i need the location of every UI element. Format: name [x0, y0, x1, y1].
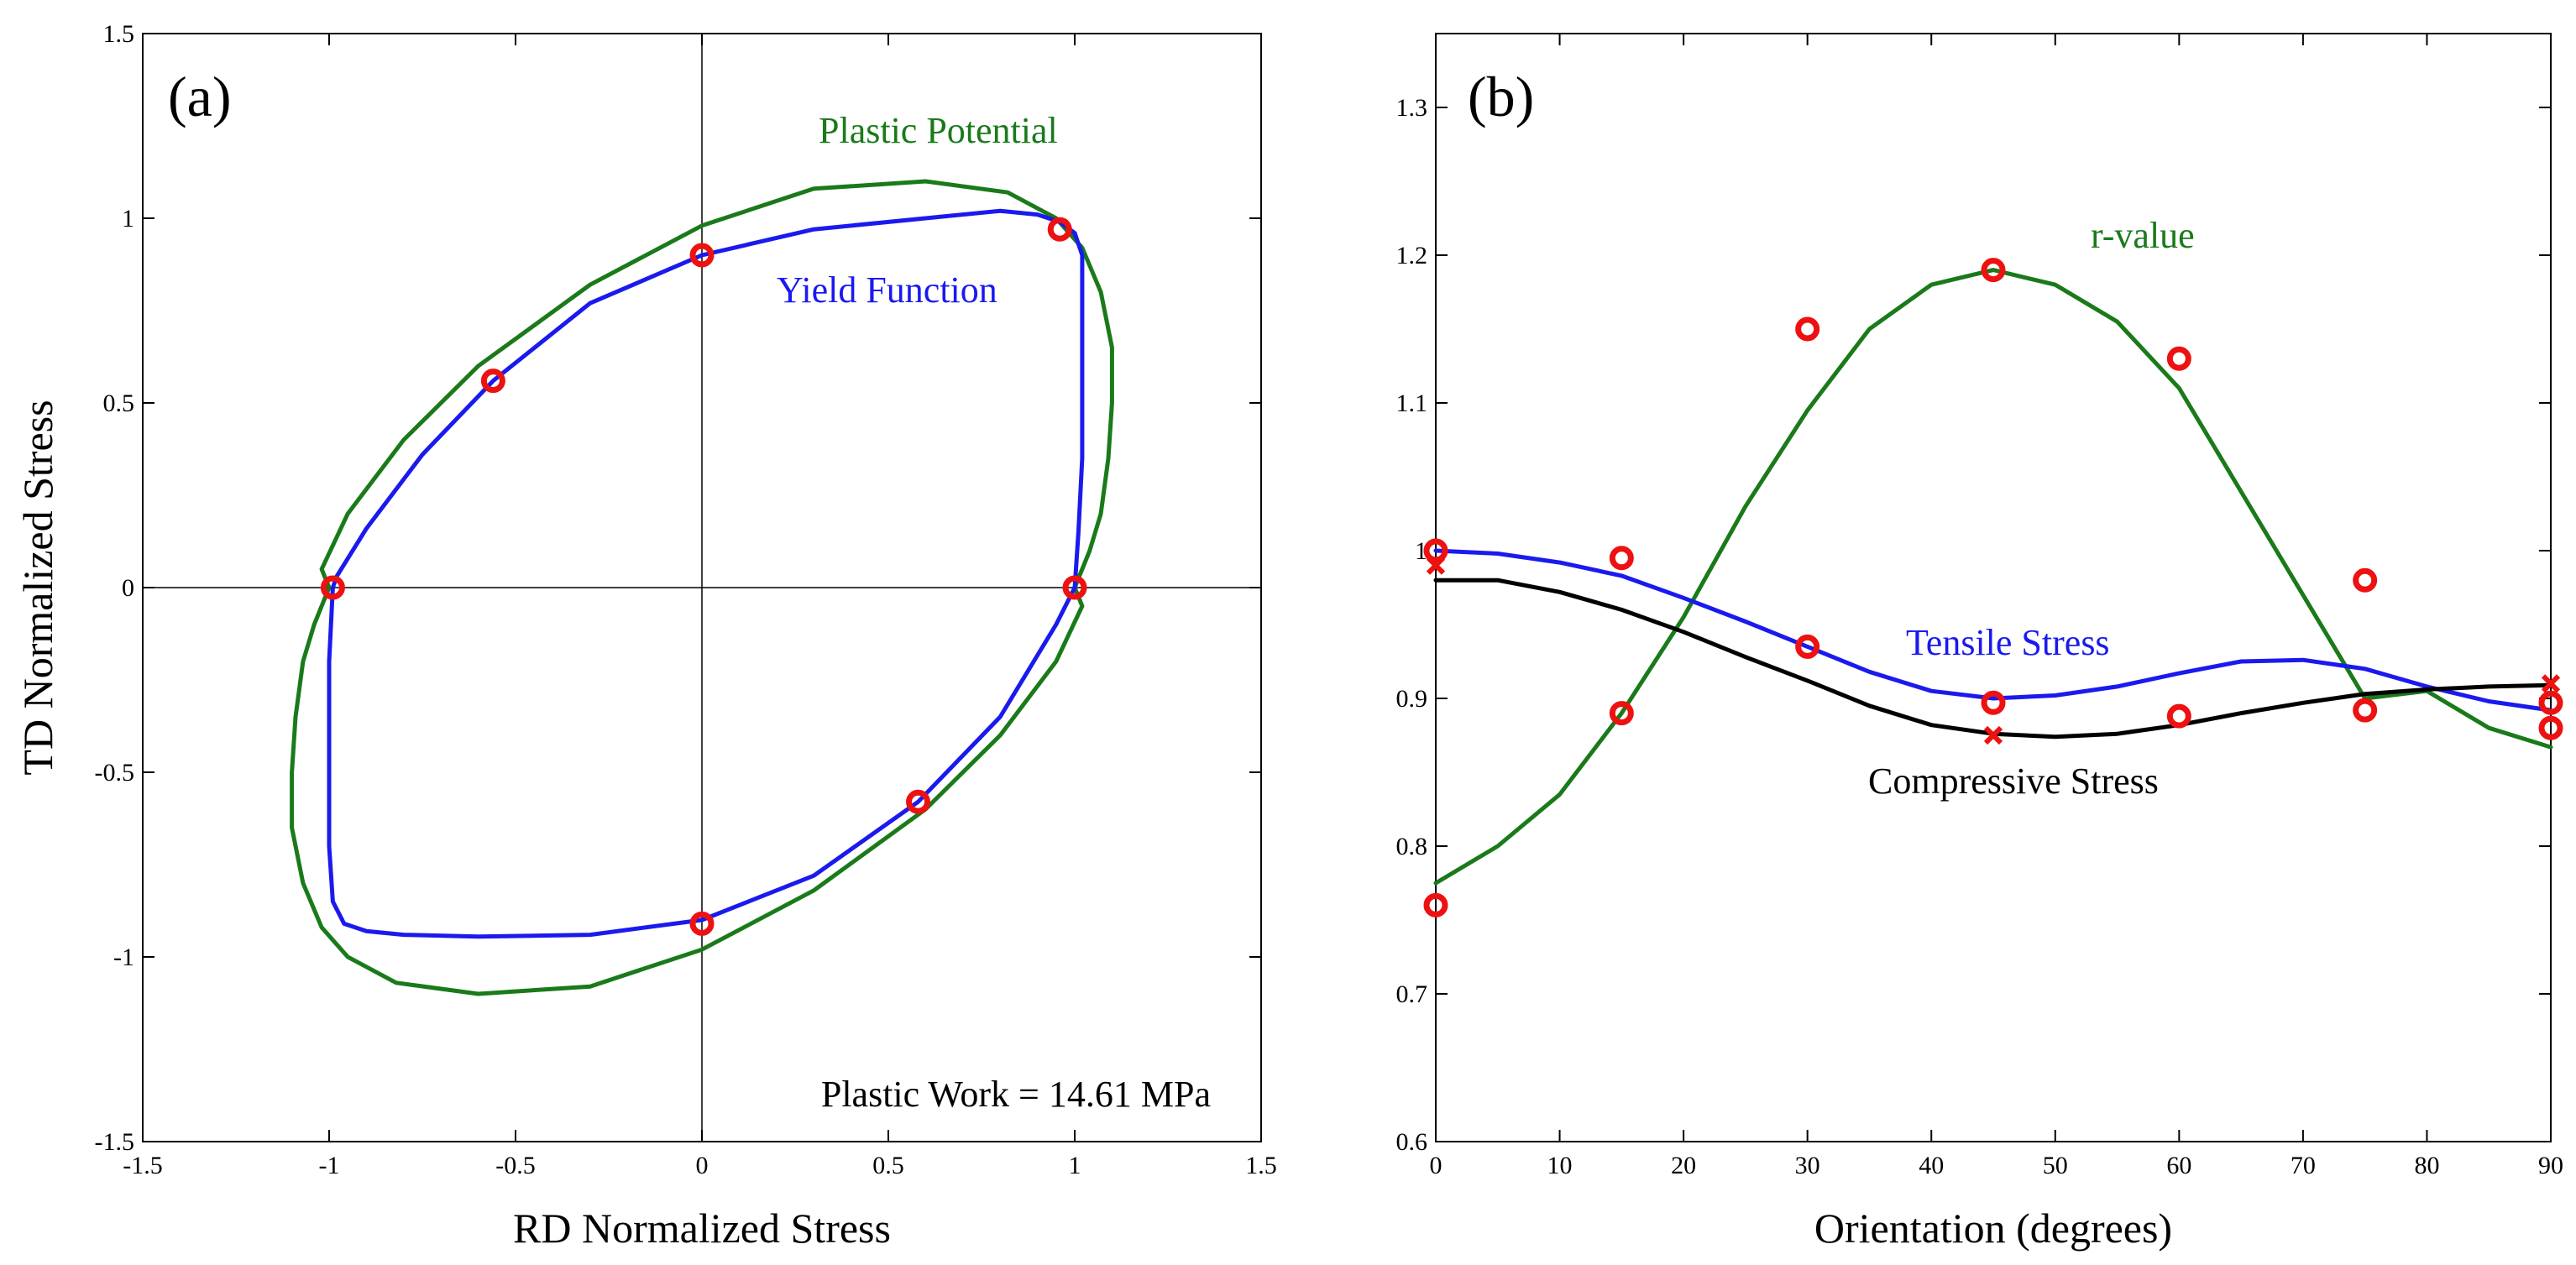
plastic-potential-label: Plastic Potential	[819, 110, 1058, 151]
data-point-circle	[1609, 701, 1634, 726]
y-tick-label: 1.2	[1396, 242, 1428, 269]
panel-a-ticks: -1.5 -1 -0.5 0 0.5 1 1.5 -1.5 -1 -0.5 0 0.5 1 1.5	[95, 20, 1277, 1179]
y-tick-label: 0.5	[103, 389, 135, 417]
series-line-yield-function	[327, 208, 1085, 939]
panel-a-ylabel: TD Normalized Stress	[14, 400, 61, 775]
x-tick-label: 10	[1547, 1152, 1573, 1179]
data-point-circle	[2166, 703, 2191, 729]
tensile-stress-label: Tensile Stress	[1906, 622, 2110, 663]
y-tick-label: 0.7	[1396, 980, 1428, 1008]
data-point-cross	[1426, 556, 1446, 575]
r-value-label: r-value	[2091, 215, 2195, 256]
panel-a-xlabel: RD Normalized Stress	[513, 1205, 891, 1252]
data-point-circle	[689, 243, 715, 268]
data-point-circle	[1981, 690, 2006, 715]
y-tick-label: -0.5	[95, 759, 135, 787]
x-tick-label: 0	[696, 1152, 709, 1179]
data-point-circle	[906, 789, 931, 814]
data-point-circle	[1981, 258, 2006, 283]
data-point-circle	[480, 369, 505, 394]
y-tick-label: -1.5	[95, 1128, 135, 1156]
series-line-plastic-potential	[290, 179, 1114, 996]
y-tick-label: 1.3	[1396, 94, 1428, 122]
x-tick-label: 60	[2166, 1152, 2191, 1179]
series-line-tensile-stress	[1433, 548, 2553, 713]
x-tick-label: -0.5	[495, 1152, 536, 1179]
data-point-circle	[1423, 892, 1448, 917]
x-tick-label: 20	[1671, 1152, 1696, 1179]
panel-b-xlabel: Orientation (degrees)	[1814, 1205, 2172, 1252]
data-point-circle	[2166, 346, 2191, 371]
y-tick-label: 0.9	[1396, 685, 1428, 713]
data-point-circle	[2353, 567, 2378, 593]
panel-a-zero-lines	[143, 34, 1261, 1142]
x-tick-label: 40	[1919, 1152, 1944, 1179]
panel-b-frame	[1435, 33, 2552, 1142]
y-tick-label: 0	[122, 574, 134, 602]
data-point-cross	[2541, 674, 2561, 693]
panel-b-markers	[1423, 258, 2563, 917]
x-tick-label: -1	[319, 1152, 340, 1179]
panel-a-chart: -1.5 -1 -0.5 0 0.5 1 1.5 -1.5 -1 -0.5 0 0.5 1 1.5 (a)…	[14, 20, 1277, 1252]
x-tick-label: 70	[2291, 1152, 2316, 1179]
plastic-work-annotation: Plastic Work = 14.61 MPa	[821, 1074, 1211, 1115]
x-tick-label: 50	[2043, 1152, 2068, 1179]
x-tick-label: 80	[2414, 1152, 2439, 1179]
y-tick-label: 1	[122, 205, 134, 233]
x-tick-label: 0	[1430, 1152, 1442, 1179]
y-tick-label: 1.1	[1396, 389, 1428, 417]
data-point-circle	[1609, 546, 1634, 571]
data-point-circle	[1062, 575, 1087, 600]
x-tick-label: 90	[2538, 1152, 2563, 1179]
yield-function-label: Yield Function	[777, 269, 997, 311]
data-point-cross	[1983, 725, 2003, 745]
x-tick-label: 0.5	[872, 1152, 904, 1179]
x-tick-label: -1.5	[123, 1152, 163, 1179]
y-tick-label: 0.6	[1396, 1128, 1428, 1156]
data-point-circle	[2538, 715, 2563, 740]
x-tick-label: 30	[1795, 1152, 1820, 1179]
data-point-circle	[1423, 538, 1448, 563]
data-point-circle	[1795, 316, 1820, 342]
data-point-circle	[1795, 634, 1820, 659]
data-point-circle	[689, 911, 715, 936]
y-tick-label: 1	[1415, 537, 1427, 565]
y-tick-label: 0.8	[1396, 833, 1428, 860]
panel-a-markers	[320, 217, 1087, 936]
data-point-circle	[320, 575, 345, 600]
panel-b-label: (b)	[1468, 65, 1534, 128]
y-tick-label: 1.5	[103, 20, 135, 48]
panel-b-chart: 0 10 20 30 40 50 60 70 80 90 0.6 0.7 0.8 0.9 1 1.1 1.2 1.…	[1396, 33, 2563, 1252]
x-tick-label: 1	[1069, 1152, 1081, 1179]
data-point-circle	[1047, 217, 1072, 242]
compressive-stress-label: Compressive Stress	[1868, 761, 2159, 802]
panel-a-series	[290, 179, 1114, 996]
panel-b-ticks: 0 10 20 30 40 50 60 70 80 90 0.6 0.7 0.8 0.9 1 1.1 1.2 1.…	[1396, 34, 2563, 1179]
data-point-circle	[2353, 698, 2378, 723]
y-tick-label: -1	[113, 944, 134, 971]
data-point-circle	[2538, 690, 2563, 715]
panel-a-label: (a)	[168, 65, 231, 128]
x-tick-label: 1.5	[1245, 1152, 1277, 1179]
